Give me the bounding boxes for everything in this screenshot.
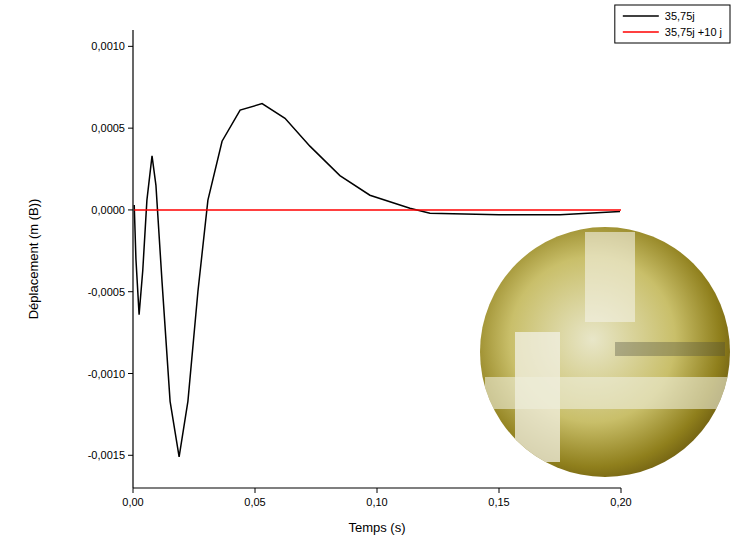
- y-tick-label: -0,0005: [88, 286, 125, 298]
- y-tick: [128, 455, 133, 456]
- x-tick-label: 0,10: [366, 496, 387, 508]
- series-line: [134, 209, 621, 211]
- y-axis: [132, 30, 133, 488]
- x-tick: [255, 488, 256, 493]
- x-tick: [621, 488, 622, 493]
- y-tick: [128, 291, 133, 292]
- x-tick: [133, 488, 134, 493]
- y-tick: [128, 373, 133, 374]
- y-tick-label: 0,0000: [91, 204, 125, 216]
- photo-disc: [480, 227, 730, 477]
- y-tick-label: -0,0010: [88, 368, 125, 380]
- legend-box: [615, 5, 730, 43]
- legend-swatch: [623, 15, 659, 17]
- x-tick-label: 0,20: [610, 496, 631, 508]
- y-tick: [128, 46, 133, 47]
- x-tick-label: 0,15: [488, 496, 509, 508]
- y-tick: [128, 209, 133, 210]
- x-axis-title: Temps (s): [348, 520, 405, 535]
- legend-label: 35,75j +10 j: [665, 26, 722, 38]
- y-tick: [128, 128, 133, 129]
- x-tick: [377, 488, 378, 493]
- legend: 35,75j 35,75j +10 j: [615, 5, 730, 43]
- x-tick-label: 0,00: [122, 496, 143, 508]
- y-axis-title: Déplacement (m (B)): [26, 199, 41, 320]
- y-tick-label: 0,0010: [91, 40, 125, 52]
- x-tick-label: 0,05: [244, 496, 265, 508]
- y-tick-label: 0,0005: [91, 122, 125, 134]
- y-tick-label: -0,0015: [88, 449, 125, 461]
- legend-label: 35,75j: [665, 10, 695, 22]
- photo-texture: [485, 232, 735, 462]
- legend-swatch: [623, 31, 659, 33]
- inset-photo: [480, 227, 735, 477]
- x-tick: [499, 488, 500, 493]
- chart: 0,00 0,05 0,10 0,15 0,20 -0,0015 -0,0010 -0,000…: [0, 0, 736, 559]
